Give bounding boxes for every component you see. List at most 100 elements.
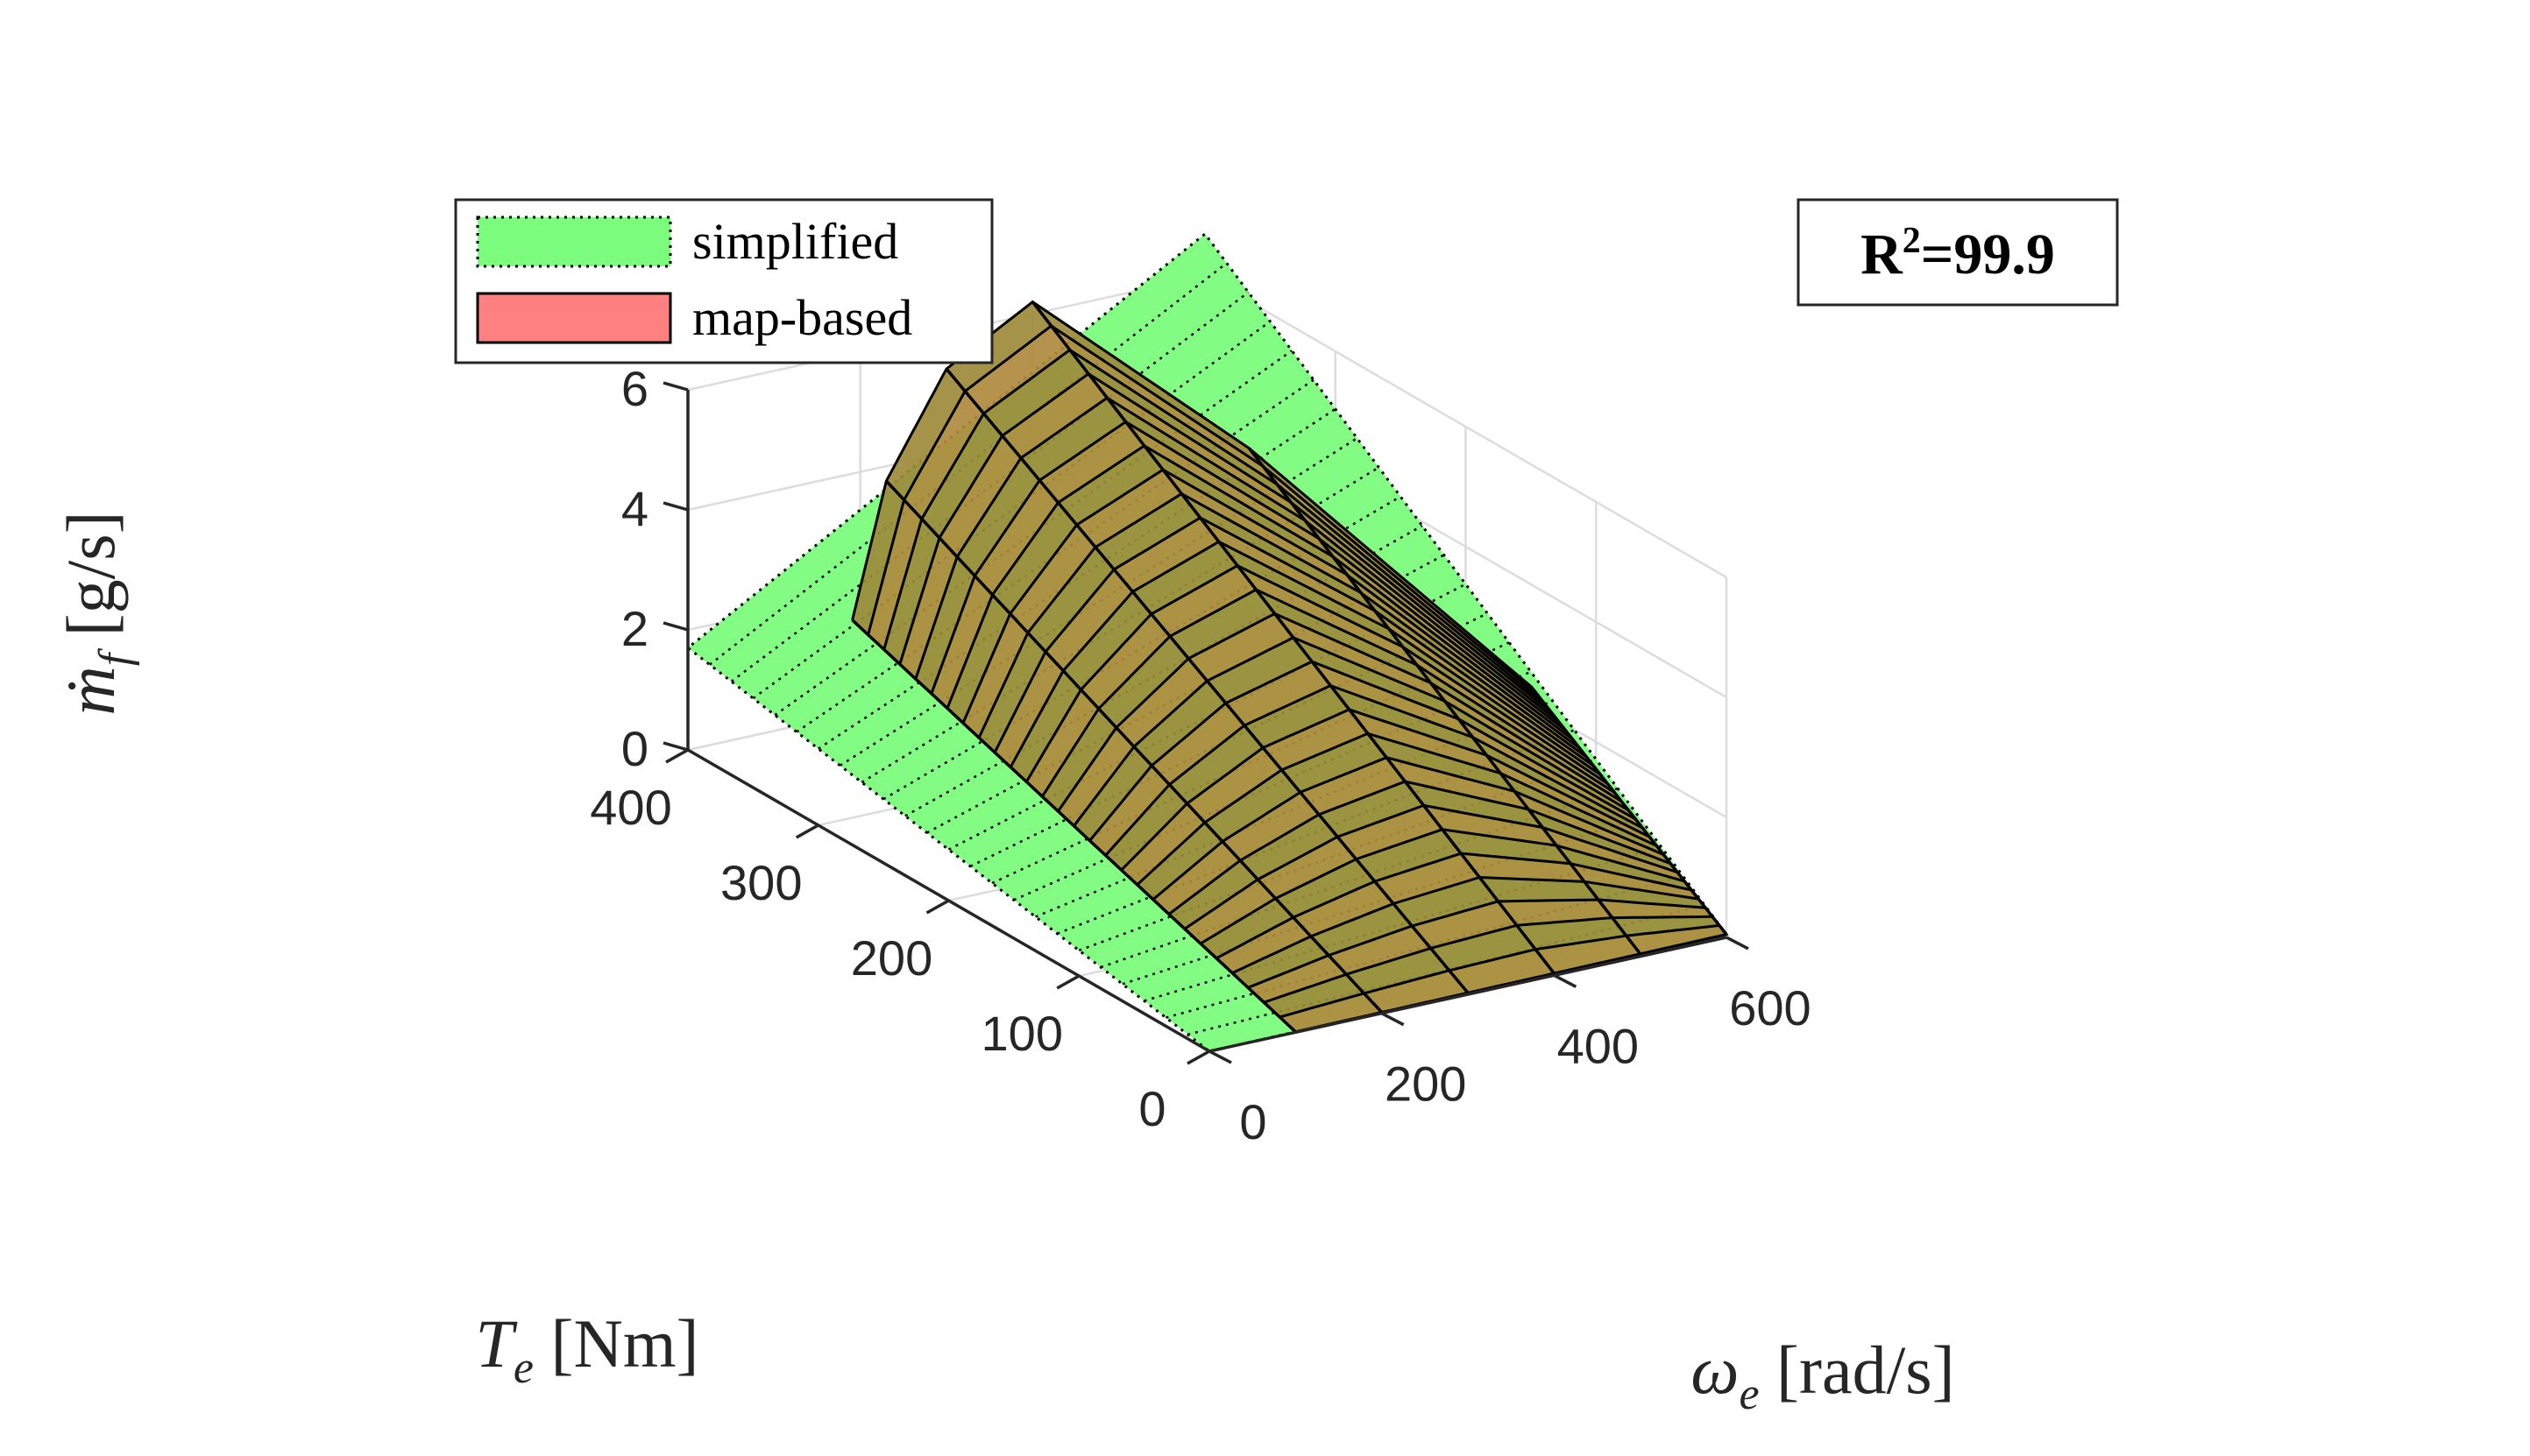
z-tick-label: 0	[621, 721, 648, 776]
x-tick-label: 200	[1385, 1057, 1466, 1112]
y-tick-mark	[665, 748, 689, 764]
map-based-mesh-row	[1152, 756, 1664, 901]
y-tick-label: 300	[720, 855, 802, 910]
x-axis-unit: [rad/s]	[1760, 1332, 1955, 1408]
annotation-sup: 2	[1903, 221, 1921, 261]
z-tick-mark	[663, 381, 689, 392]
map-based-strip	[1137, 733, 1664, 900]
map-based-strip	[1232, 877, 1706, 988]
map-based-strip	[1042, 590, 1622, 811]
map-based-strip	[1264, 916, 1719, 1017]
z-tick-label: 6	[621, 361, 648, 416]
annotation-box	[1797, 198, 2119, 307]
map-based-mesh-row	[1009, 540, 1602, 776]
map-based-mesh-row	[1215, 852, 1692, 960]
simplified-mesh-line	[1166, 874, 1683, 1019]
x-tick-mark	[1380, 1012, 1405, 1027]
map-based-mesh-row	[1088, 660, 1637, 842]
map-based-mesh-row	[1279, 923, 1720, 1019]
map-based-mesh-column	[851, 618, 1297, 1034]
annotation-text: R2=99.9	[1860, 221, 2055, 286]
legend-swatch-simplified	[476, 216, 672, 268]
map-based-mesh-row	[914, 396, 1560, 724]
z-tick-mark	[663, 741, 689, 752]
y-tick-mark	[1056, 974, 1081, 990]
map-based-strip	[1089, 661, 1643, 856]
y-tick-mark	[925, 899, 950, 915]
legend-label-map-based: map-based	[692, 289, 912, 346]
y-tick-label: 100	[982, 1006, 1063, 1061]
y-axis-subscript: e	[514, 1343, 534, 1393]
map-based-mesh-row	[867, 324, 1539, 696]
x-tick-label: 600	[1729, 980, 1811, 1035]
map-based-mesh-row	[1200, 828, 1685, 945]
map-based-strip	[1010, 541, 1608, 784]
y-axis-unit: [Nm]	[534, 1305, 698, 1382]
y-tick-label: 0	[1138, 1081, 1166, 1136]
x-tick-label: 400	[1557, 1018, 1639, 1073]
y-axis-label: Te [Nm]	[476, 1305, 699, 1393]
z-tick-mark	[663, 501, 689, 512]
map-based-strip	[1184, 805, 1685, 944]
map-based-strip	[1121, 709, 1657, 885]
map-based-mesh-row	[1073, 636, 1630, 827]
map-based-mesh-column	[1031, 300, 1556, 975]
map-based-strip	[1152, 757, 1671, 915]
map-based-mesh-row	[930, 420, 1567, 732]
x-axis-symbol: ω	[1690, 1332, 1739, 1408]
map-based-mesh-column	[885, 479, 1383, 1014]
map-based-mesh-row	[1104, 683, 1644, 857]
x-axis-label: ωe [rad/s]	[1690, 1332, 1954, 1419]
z-axis-symbol: ṁ	[53, 666, 129, 715]
x-axis-line	[1208, 936, 1727, 1053]
map-based-strip	[995, 518, 1601, 775]
map-based-mesh-row	[1231, 875, 1699, 974]
map-based-mesh-row	[1167, 780, 1671, 915]
map-based-mesh-row	[1263, 915, 1713, 1004]
map-based-mesh-row	[898, 371, 1553, 714]
simplified-mesh-line	[969, 611, 1488, 868]
z-tick-label: 4	[621, 481, 648, 536]
map-based-strip	[1026, 565, 1615, 797]
map-based-mesh-row	[882, 348, 1546, 705]
map-based-mesh-row	[1120, 708, 1650, 872]
map-based-strip	[1105, 685, 1650, 871]
x-tick-label: 0	[1239, 1094, 1266, 1149]
map-based-mesh-row	[961, 468, 1581, 750]
x-tick-mark	[1208, 1050, 1232, 1064]
map-based-mesh-row	[977, 491, 1588, 759]
x-tick-mark	[1553, 973, 1577, 988]
y-tick-label: 400	[590, 780, 671, 835]
z-axis-label: ṁf [g/s]	[53, 511, 140, 715]
legend: simplified map-based	[454, 198, 994, 364]
legend-label-simplified: simplified	[692, 213, 898, 270]
y-axis-symbol: T	[476, 1305, 518, 1382]
z-tick-mark	[663, 621, 689, 632]
wall-yz-grid-z	[1204, 274, 1727, 579]
map-based-mesh-row	[946, 444, 1574, 741]
map-based-strip	[1058, 613, 1629, 826]
annotation-suffix: =99.9	[1921, 223, 2055, 286]
map-based-mesh-row	[993, 516, 1595, 767]
map-based-mesh-column	[1529, 685, 1728, 936]
map-based-surface	[851, 300, 1728, 1034]
map-based-mesh-row	[1247, 898, 1706, 989]
map-based-mesh-row	[1136, 732, 1657, 887]
legend-swatch-map-based	[476, 292, 672, 344]
x-axis-subscript: e	[1739, 1369, 1759, 1419]
map-based-mesh-row	[1025, 564, 1609, 785]
map-based-mesh-row	[1184, 803, 1678, 930]
map-based-mesh-row	[1057, 611, 1623, 812]
annotation-prefix: R	[1860, 223, 1903, 286]
simplified-mesh-line	[709, 262, 1228, 666]
map-based-mesh-row	[1041, 588, 1616, 798]
y-tick-mark	[1187, 1050, 1210, 1065]
map-based-mesh-column	[1248, 447, 1642, 955]
z-axis-unit: [g/s]	[53, 511, 129, 653]
x-tick-mark	[1726, 936, 1749, 951]
map-based-strip	[1279, 925, 1726, 1032]
r-squared-annotation: R2=99.9	[1797, 198, 2119, 307]
map-based-strip	[1216, 853, 1699, 973]
